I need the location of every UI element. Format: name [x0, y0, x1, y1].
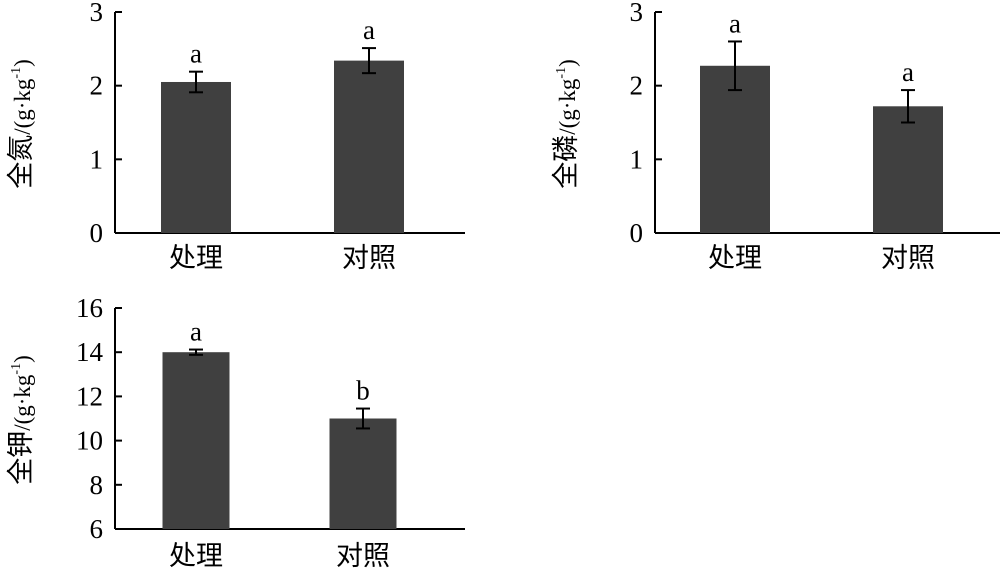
significance-label: a [902, 57, 914, 87]
y-axis-label-unit: /(g·kg [10, 78, 35, 135]
y-tick-label: 3 [630, 0, 644, 27]
y-tick-label: 1 [630, 144, 644, 174]
significance-label: b [356, 376, 370, 406]
y-axis-label-superscript: -1 [554, 67, 569, 79]
chart-panel-1: 0 1 2 3 a 处理 a 对照 全氮/(g·kg-1) [6, 0, 465, 274]
y-tick-label: 8 [90, 470, 104, 500]
y-axis-label-superscript: -1 [9, 67, 24, 79]
significance-label: a [363, 15, 375, 45]
category-label: 处理 [169, 541, 223, 572]
bar [334, 60, 404, 234]
y-axis-label-main: 全氮 [6, 135, 37, 189]
y-axis-label-close: ) [10, 59, 35, 67]
y-axis-label-unit: /(g·kg [555, 78, 580, 135]
y-axis-label-main: 全磷 [551, 135, 582, 189]
y-axis-label-main: 全钾 [6, 431, 37, 485]
bar [700, 65, 770, 233]
y-tick-label: 14 [76, 337, 104, 367]
bar [873, 106, 943, 233]
bar [329, 418, 397, 529]
category-label: 处理 [169, 243, 223, 274]
chart-panel-2: 0 1 2 3 a 处理 a 对照 全磷/(g·kg-1) [551, 0, 1000, 274]
y-tick-label: 16 [76, 293, 103, 323]
y-axis-label: 全磷/(g·kg-1) [551, 59, 582, 189]
y-axis-label-close: ) [555, 59, 580, 67]
significance-label: a [190, 39, 202, 69]
y-tick-label: 12 [76, 381, 103, 411]
significance-label: a [729, 8, 741, 38]
y-tick-label: 2 [90, 71, 104, 101]
y-axis-label-unit: /(g·kg [10, 374, 35, 431]
y-tick-label: 2 [630, 71, 644, 101]
significance-label: a [190, 317, 202, 347]
y-tick-label: 0 [90, 218, 104, 248]
category-label: 对照 [336, 541, 390, 572]
bar [162, 352, 230, 529]
y-tick-label: 6 [90, 514, 104, 544]
chart-panel-3: 6 8 10 12 14 16 a 处理 b 对照 全钾/(g·kg-1) [6, 293, 465, 572]
y-axis-label-superscript: -1 [9, 363, 24, 375]
bar [161, 81, 231, 233]
y-tick-label: 1 [90, 144, 104, 174]
y-tick-label: 0 [630, 218, 644, 248]
y-axis-label: 全氮/(g·kg-1) [6, 59, 37, 189]
y-axis-label: 全钾/(g·kg-1) [6, 355, 37, 485]
category-label: 处理 [708, 243, 762, 274]
y-tick-label: 10 [76, 426, 103, 456]
category-label: 对照 [342, 243, 396, 274]
category-label: 对照 [881, 243, 935, 274]
y-tick-label: 3 [90, 0, 104, 27]
y-axis-label-close: ) [10, 355, 35, 363]
